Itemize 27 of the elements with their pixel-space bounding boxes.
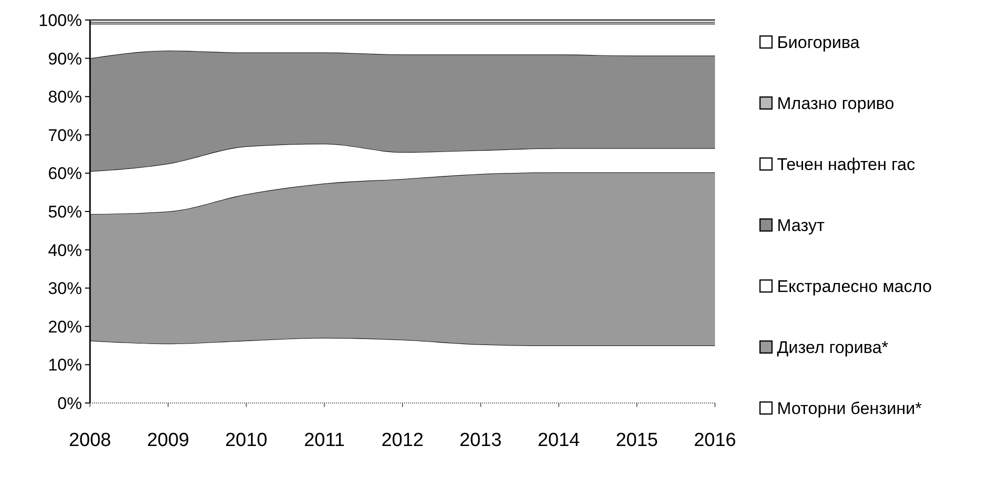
legend-label: Екстралесно масло <box>777 276 932 296</box>
x-tick-label: 2010 <box>225 430 268 451</box>
y-tick-label: 90% <box>48 49 82 68</box>
legend-label: Моторни бензини* <box>777 398 922 418</box>
legend-label: Дизел горива* <box>777 338 889 357</box>
y-tick-label: 30% <box>48 279 82 298</box>
x-tick-label: 2014 <box>538 430 580 451</box>
y-tick-label: 40% <box>48 240 82 260</box>
legend-label: Млазно гориво <box>777 94 894 113</box>
x-tick-label: 2015 <box>616 430 658 451</box>
y-tick-label: 60% <box>48 164 82 184</box>
y-tick-label: 70% <box>48 126 82 145</box>
x-tick-label: 2011 <box>304 430 345 451</box>
legend-label: Мазут <box>777 216 825 235</box>
legend-label: Биогорива <box>777 32 860 52</box>
y-tick-label: 80% <box>48 88 82 107</box>
legend-label: Течен нафтен гас <box>777 154 916 174</box>
x-tick-label: 2013 <box>459 430 502 451</box>
x-tick-label: 2012 <box>381 430 424 451</box>
y-tick-label: 20% <box>48 317 82 336</box>
y-tick-label: 0% <box>57 394 82 413</box>
y-tick-label: 100% <box>38 10 82 30</box>
x-tick-label: 2009 <box>146 430 190 451</box>
x-tick-label: 2016 <box>694 430 736 451</box>
y-tick-label: 50% <box>48 202 82 222</box>
y-tick-label: 10% <box>48 356 82 375</box>
x-tick-label: 2008 <box>68 430 112 451</box>
